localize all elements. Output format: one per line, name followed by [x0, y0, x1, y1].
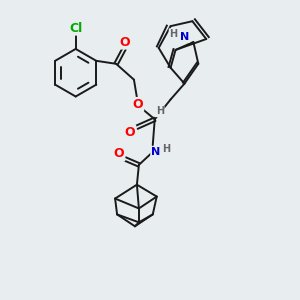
- Text: H: H: [156, 106, 164, 116]
- Text: O: O: [125, 126, 135, 139]
- Text: O: O: [120, 35, 130, 49]
- Text: Cl: Cl: [69, 22, 82, 34]
- Text: H: H: [163, 144, 171, 154]
- Text: N: N: [180, 32, 189, 42]
- Text: O: O: [133, 98, 143, 111]
- Text: H: H: [169, 29, 178, 39]
- Text: N: N: [151, 147, 160, 157]
- Text: O: O: [114, 148, 124, 160]
